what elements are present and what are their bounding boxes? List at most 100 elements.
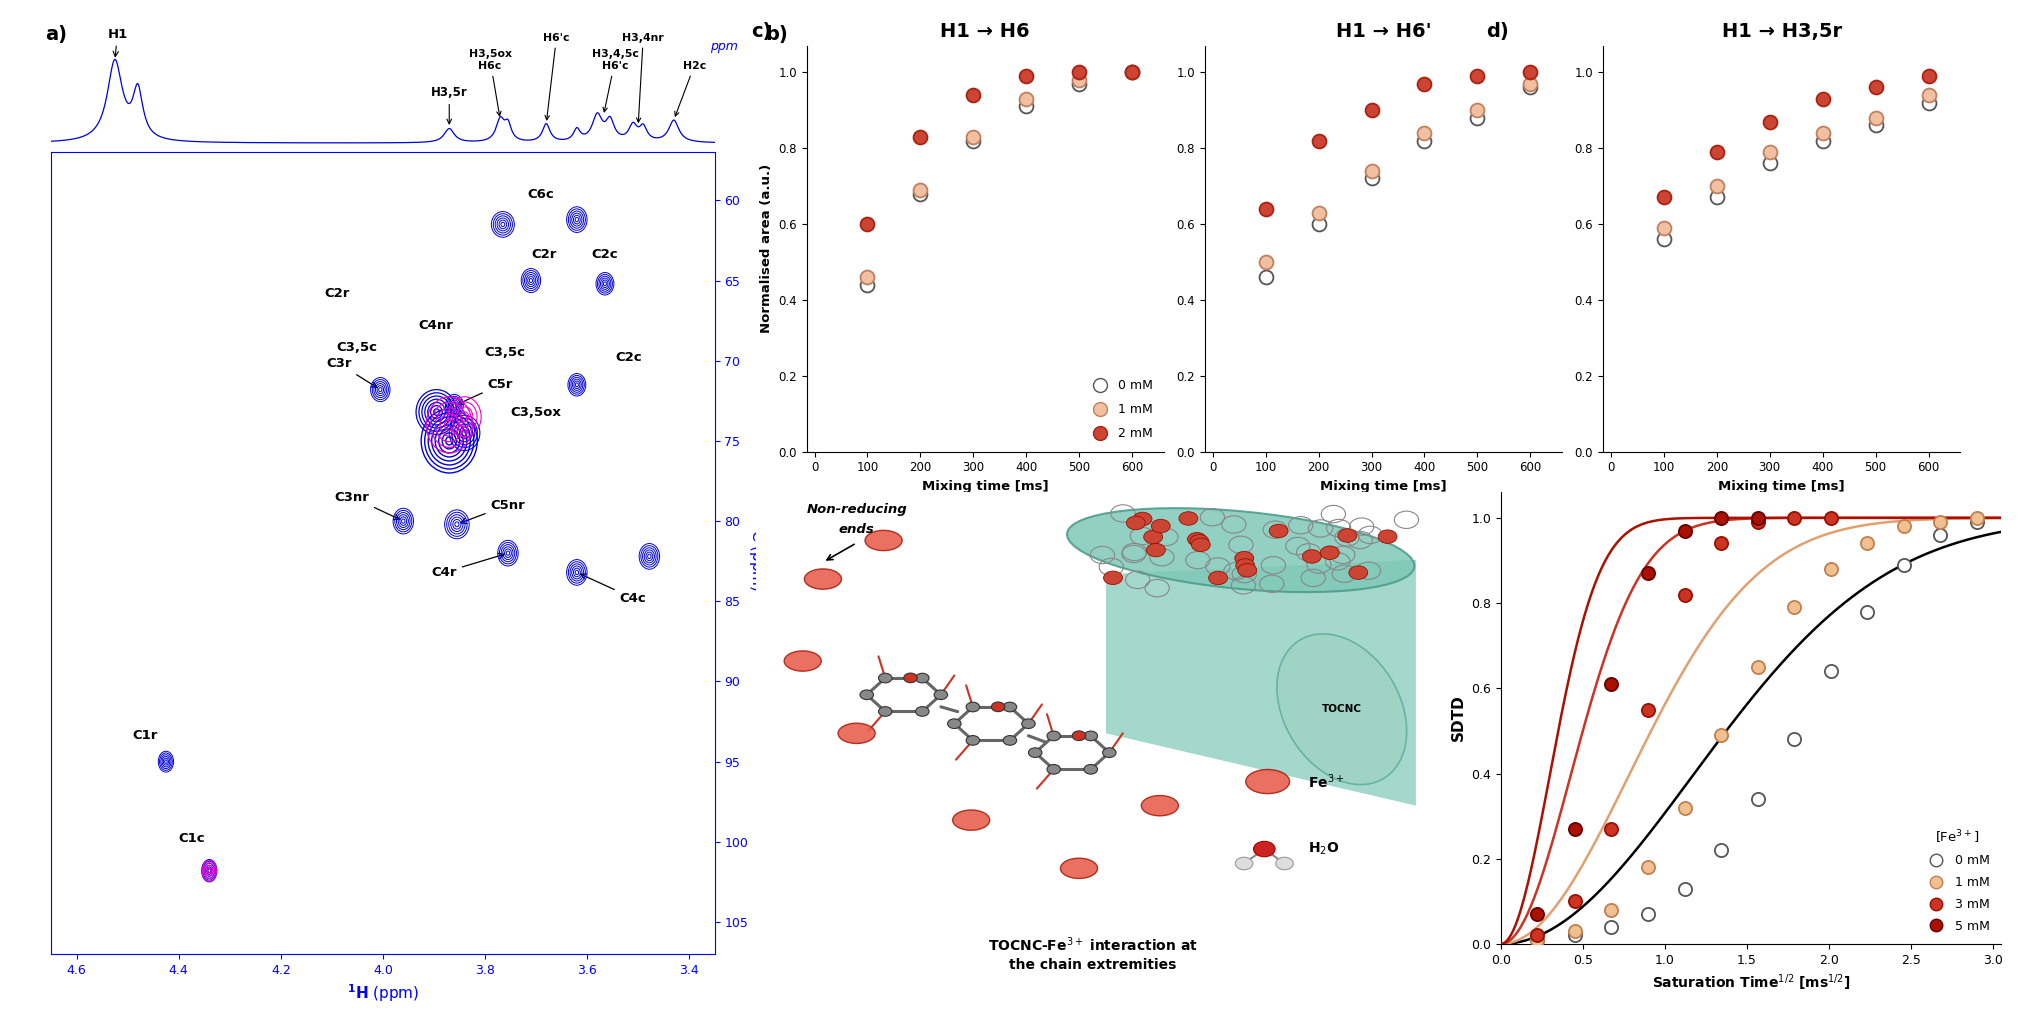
Text: H$_2$O: H$_2$O (1309, 840, 1340, 858)
Circle shape (947, 719, 962, 729)
Point (1648, 219, 1681, 235)
Circle shape (966, 702, 980, 712)
Point (1960, 514, 1993, 530)
Text: C4c: C4c (580, 573, 647, 605)
Title: H1 → H6: H1 → H6 (941, 22, 1029, 42)
Point (852, 277, 884, 293)
Point (1558, 821, 1591, 837)
Point (1064, 64, 1097, 80)
Circle shape (933, 690, 947, 699)
Text: b): b) (766, 25, 788, 45)
Point (1250, 269, 1282, 285)
Point (1701, 144, 1734, 160)
Point (1558, 923, 1591, 939)
Point (1754, 144, 1787, 160)
Point (1813, 561, 1846, 578)
Text: ends: ends (839, 524, 874, 536)
X-axis label: $\mathbf{^1H}$ (ppm): $\mathbf{^1H}$ (ppm) (347, 983, 419, 1004)
Point (905, 129, 937, 145)
Point (1668, 800, 1701, 816)
Point (1742, 659, 1774, 675)
X-axis label: Mixing time [ms]: Mixing time [ms] (1717, 480, 1846, 493)
Ellipse shape (1060, 859, 1097, 878)
Circle shape (1188, 533, 1207, 546)
Legend: 0 mM, 1 mM, 3 mM, 5 mM: 0 mM, 1 mM, 3 mM, 5 mM (1919, 823, 1995, 938)
Point (1632, 859, 1664, 875)
Point (1513, 75, 1546, 91)
Text: C5nr: C5nr (461, 498, 525, 524)
Circle shape (1021, 719, 1035, 729)
Circle shape (905, 673, 917, 683)
Text: the chain extremities: the chain extremities (1009, 958, 1176, 971)
Point (1250, 254, 1282, 270)
Circle shape (1178, 512, 1199, 525)
Text: H3,4,5c
H6'c: H3,4,5c H6'c (592, 49, 639, 112)
Ellipse shape (1141, 796, 1178, 816)
Ellipse shape (805, 569, 841, 589)
FancyBboxPatch shape (751, 489, 1433, 977)
Circle shape (1303, 550, 1321, 563)
Text: H1: H1 (108, 27, 127, 57)
Title: H1 → H3,5r: H1 → H3,5r (1721, 22, 1842, 42)
Point (1701, 178, 1734, 194)
Point (1462, 103, 1495, 119)
Text: TOCNC: TOCNC (1321, 704, 1362, 715)
Ellipse shape (1276, 634, 1407, 785)
Point (1742, 510, 1774, 526)
Point (1115, 64, 1148, 80)
Text: C4nr: C4nr (419, 319, 453, 332)
Circle shape (1350, 565, 1368, 580)
Point (958, 132, 990, 148)
Legend: 0 mM, 1 mM, 2 mM: 0 mM, 1 mM, 2 mM (1082, 374, 1158, 446)
Circle shape (1127, 517, 1146, 530)
Text: C3,5c: C3,5c (337, 341, 378, 354)
Point (1250, 201, 1282, 217)
Point (1632, 701, 1664, 718)
Point (1356, 103, 1389, 119)
Point (1595, 821, 1627, 837)
Point (1595, 901, 1627, 918)
Point (1409, 75, 1442, 91)
Circle shape (1003, 736, 1017, 745)
Text: C2c: C2c (592, 249, 619, 261)
Point (1115, 64, 1148, 80)
Point (1807, 132, 1840, 148)
X-axis label: Mixing time [ms]: Mixing time [ms] (921, 480, 1050, 493)
Point (1813, 510, 1846, 526)
Point (1356, 162, 1389, 179)
Text: c): c) (751, 22, 772, 42)
Text: H3,5ox
H6c: H3,5ox H6c (468, 49, 513, 116)
Point (1558, 928, 1591, 944)
Point (1807, 125, 1840, 141)
Point (1521, 932, 1554, 948)
Text: C3,5ox: C3,5ox (510, 406, 562, 418)
Text: H6'c: H6'c (543, 32, 570, 120)
Circle shape (1048, 731, 1060, 741)
Point (1860, 110, 1893, 126)
Point (1303, 132, 1335, 148)
Point (1807, 90, 1840, 107)
Point (1754, 114, 1787, 130)
Text: TOCNC-Fe$^{3+}$ interaction at: TOCNC-Fe$^{3+}$ interaction at (988, 935, 1197, 954)
Point (1632, 906, 1664, 923)
Circle shape (1103, 571, 1123, 585)
Point (1924, 514, 1956, 530)
Circle shape (1144, 530, 1162, 544)
Circle shape (1254, 841, 1274, 857)
Circle shape (1133, 513, 1152, 526)
Point (1924, 527, 1956, 543)
Point (1813, 663, 1846, 679)
Circle shape (878, 673, 892, 683)
Point (958, 87, 990, 104)
Point (1668, 880, 1701, 896)
Text: C6c: C6c (527, 188, 555, 201)
Title: H1 → H6': H1 → H6' (1335, 22, 1431, 42)
Point (1303, 216, 1335, 232)
Text: H3,5r: H3,5r (431, 86, 468, 124)
Text: C3,5c: C3,5c (484, 346, 525, 359)
Text: C3nr: C3nr (335, 490, 400, 520)
Circle shape (915, 706, 929, 717)
Point (1064, 75, 1097, 91)
Point (1889, 519, 1922, 535)
Polygon shape (1107, 559, 1415, 806)
